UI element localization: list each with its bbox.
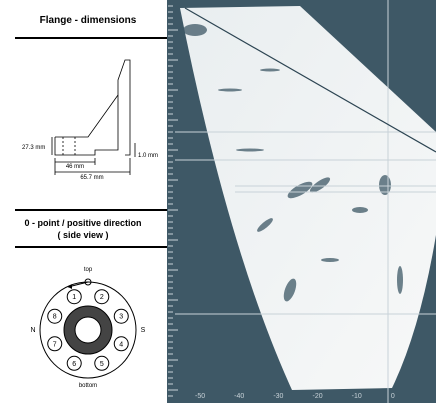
hole-label: 5	[100, 361, 104, 368]
scale-label: -50	[195, 393, 205, 400]
figure: Flange - dimensions 27.3 mm 46 mm 65.7 m…	[0, 0, 436, 403]
label-bottom: bottom	[79, 383, 97, 389]
dim-label: 1.0 mm	[138, 153, 158, 159]
flange-title: Flange - dimensions	[40, 15, 137, 26]
label-top: top	[84, 267, 93, 273]
hole-label: 4	[119, 341, 123, 348]
scale-label: -40	[234, 393, 244, 400]
hole-label: 3	[119, 314, 123, 321]
hole-label: 8	[53, 314, 57, 321]
scale-label: -30	[273, 393, 283, 400]
hole-label: 6	[72, 361, 76, 368]
label-left: N	[30, 327, 35, 334]
orientation-subtitle: ( side view )	[57, 230, 108, 240]
screen: Flange - dimensions 27.3 mm 46 mm 65.7 m…	[0, 0, 436, 403]
hole-label: 2	[100, 294, 104, 301]
hole-label: 7	[53, 341, 57, 348]
scale-label: -20	[313, 393, 323, 400]
dim-label: 46 mm	[66, 164, 84, 170]
dim-label: 27.3 mm	[22, 145, 45, 151]
orientation-title: 0 - point / positive direction	[24, 218, 141, 228]
hole-label: 1	[72, 294, 76, 301]
scale-label: -10	[352, 393, 362, 400]
dim-label: 65.7 mm	[80, 175, 103, 181]
label-right: S	[141, 327, 146, 334]
scale-label: 0	[391, 393, 395, 400]
